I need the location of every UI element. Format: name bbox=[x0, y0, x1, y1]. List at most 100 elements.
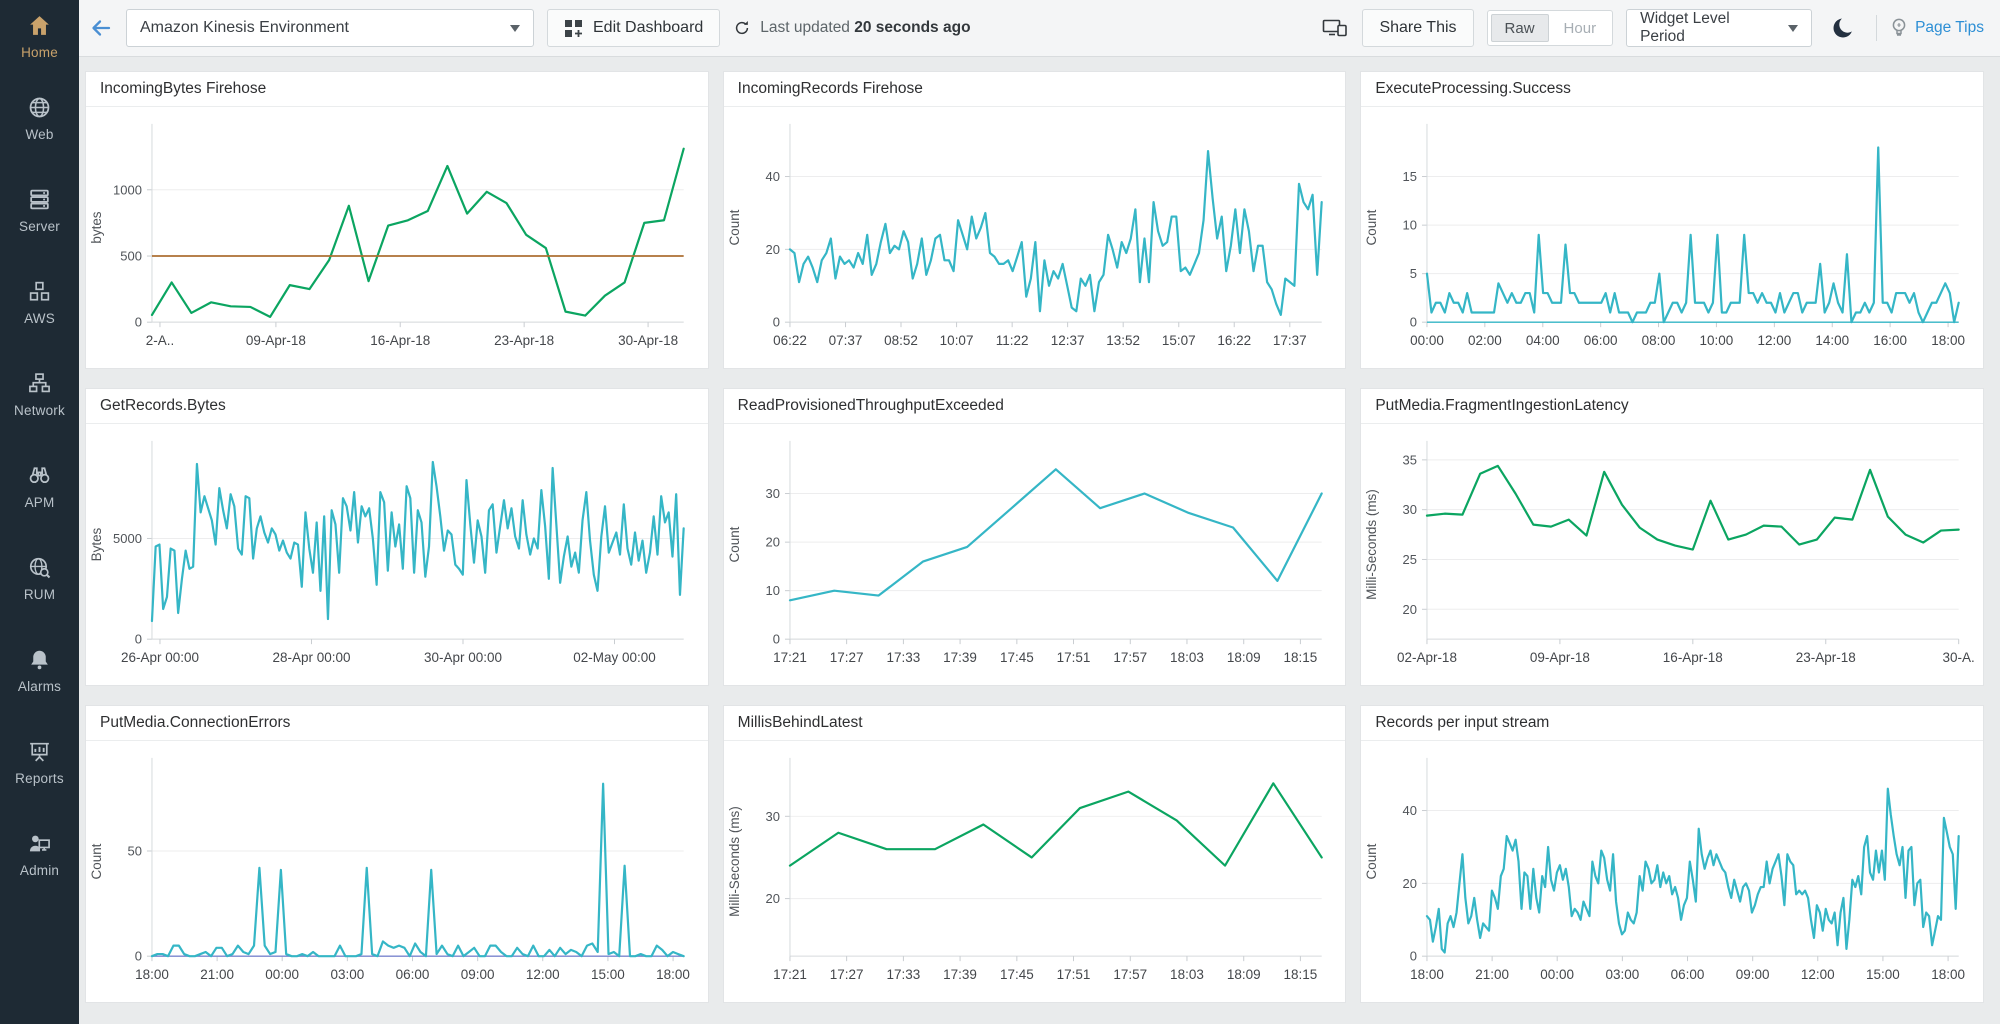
reports-icon bbox=[30, 742, 49, 761]
chart-card-header: GetRecords.Bytes bbox=[86, 389, 708, 424]
back-arrow-icon bbox=[92, 20, 111, 36]
svg-text:15:00: 15:00 bbox=[1866, 967, 1900, 982]
svg-text:17:51: 17:51 bbox=[1056, 967, 1090, 982]
chart-title: IncomingRecords Firehose bbox=[737, 80, 923, 97]
page-tips-button[interactable]: Page Tips bbox=[1890, 17, 1984, 39]
chart-card: Records per input stream 0 20 40 18:00 21:00 0… bbox=[1360, 705, 1984, 1003]
chart-title: Records per input stream bbox=[1375, 714, 1550, 731]
chart-card: GetRecords.Bytes 0 5000 26-Apr 00:00 28-Apr … bbox=[85, 388, 709, 686]
chart-title: MillisBehindLatest bbox=[737, 714, 863, 731]
sidebar-item-aws[interactable]: AWS bbox=[0, 256, 79, 348]
edit-dashboard-button[interactable]: Edit Dashboard bbox=[547, 9, 721, 47]
sidebar-item-admin[interactable]: Admin bbox=[0, 808, 79, 900]
sidebar-item-label: RUM bbox=[23, 586, 56, 602]
svg-text:20: 20 bbox=[765, 535, 779, 550]
widget-period-selector[interactable]: Widget Level Period bbox=[1626, 9, 1813, 47]
svg-text:00:00: 00:00 bbox=[1541, 967, 1575, 982]
svg-text:30-A.: 30-A. bbox=[1943, 650, 1975, 665]
svg-text:11:22: 11:22 bbox=[995, 333, 1028, 348]
svg-text:30-Apr 00:00: 30-Apr 00:00 bbox=[424, 650, 502, 665]
sidebar-item-label: Network bbox=[14, 402, 65, 418]
chart-plot[interactable]: 0 50 18:00 21:00 00:00 03:00 06:00 09:00 12:00 15… bbox=[86, 741, 708, 1002]
svg-text:Count: Count bbox=[727, 209, 742, 245]
dashboard-selector[interactable]: Amazon Kinesis Environment bbox=[126, 9, 534, 47]
sidebar-item-reports[interactable]: Reports bbox=[0, 716, 79, 808]
chart-plot[interactable]: 0 5 10 15 00:00 02:00 04:00 06:00 08:00 10:00 12:0… bbox=[1361, 107, 1983, 368]
svg-text:10: 10 bbox=[1403, 218, 1417, 233]
svg-text:00:00: 00:00 bbox=[265, 967, 299, 982]
svg-text:18:00: 18:00 bbox=[1932, 967, 1966, 982]
display-devices-button[interactable] bbox=[1321, 16, 1349, 40]
svg-text:30: 30 bbox=[765, 809, 779, 824]
svg-text:18:03: 18:03 bbox=[1170, 967, 1204, 982]
svg-text:26-Apr 00:00: 26-Apr 00:00 bbox=[121, 650, 199, 665]
share-this-button[interactable]: Share This bbox=[1362, 9, 1474, 47]
sidebar-item-server[interactable]: Server bbox=[0, 164, 79, 256]
sidebar-item-rum[interactable]: RUM bbox=[0, 532, 79, 624]
chart-plot[interactable]: 0 20 40 06:22 07:37 08:52 10:07 11:22 12:37 13:52… bbox=[724, 107, 1346, 368]
home-icon bbox=[30, 15, 49, 35]
svg-text:20: 20 bbox=[765, 242, 779, 257]
svg-text:21:00: 21:00 bbox=[1476, 967, 1510, 982]
web-icon bbox=[29, 97, 50, 117]
svg-text:40: 40 bbox=[765, 169, 779, 184]
svg-text:10:07: 10:07 bbox=[939, 333, 973, 348]
chart-plot[interactable]: 0 20 40 18:00 21:00 00:00 03:00 06:00 09:00 12:00… bbox=[1361, 741, 1983, 1002]
svg-text:17:33: 17:33 bbox=[886, 967, 920, 982]
svg-text:18:00: 18:00 bbox=[656, 967, 690, 982]
svg-text:18:09: 18:09 bbox=[1226, 650, 1260, 665]
svg-text:17:33: 17:33 bbox=[886, 650, 920, 665]
back-button[interactable] bbox=[89, 16, 113, 40]
svg-text:03:00: 03:00 bbox=[1606, 967, 1640, 982]
lightbulb-icon bbox=[1892, 18, 1906, 36]
svg-text:14:00: 14:00 bbox=[1816, 333, 1850, 348]
chart-card: ReadProvisionedThroughputExceeded 0 10 20 30… bbox=[722, 388, 1347, 686]
sidebar-item-alarms[interactable]: Alarms bbox=[0, 624, 79, 716]
svg-text:0: 0 bbox=[135, 315, 142, 330]
chart-card-header: PutMedia.FragmentIngestionLatency bbox=[1361, 389, 1983, 424]
chart-title: IncomingBytes Firehose bbox=[100, 80, 267, 97]
svg-text:35: 35 bbox=[1403, 452, 1417, 467]
dark-mode-button[interactable] bbox=[1831, 15, 1857, 41]
chart-plot[interactable]: 0 500 1000 2-A.. 09-Apr-18 16-Apr-18 23-Apr-18… bbox=[86, 107, 708, 368]
svg-text:06:00: 06:00 bbox=[1671, 967, 1705, 982]
svg-text:18:00: 18:00 bbox=[135, 967, 169, 982]
svg-text:16:22: 16:22 bbox=[1217, 333, 1251, 348]
svg-text:30: 30 bbox=[1403, 502, 1417, 517]
svg-text:12:00: 12:00 bbox=[1801, 967, 1835, 982]
svg-text:Milli-Seconds (ms): Milli-Seconds (ms) bbox=[1364, 489, 1379, 600]
svg-text:09:00: 09:00 bbox=[1736, 967, 1770, 982]
svg-text:23-Apr-18: 23-Apr-18 bbox=[1796, 650, 1856, 665]
granularity-option-raw[interactable]: Raw bbox=[1490, 14, 1549, 42]
svg-text:0: 0 bbox=[772, 632, 779, 647]
svg-text:09:00: 09:00 bbox=[461, 967, 495, 982]
refresh-icon[interactable] bbox=[733, 19, 751, 37]
svg-text:20: 20 bbox=[1403, 876, 1417, 891]
edit-grid-icon bbox=[565, 19, 582, 37]
chart-plot[interactable]: 20 25 30 35 02-Apr-18 09-Apr-18 16-Apr-18 23-Ap… bbox=[1361, 424, 1983, 685]
chart-title: PutMedia.ConnectionErrors bbox=[100, 714, 291, 731]
svg-text:15: 15 bbox=[1403, 169, 1417, 184]
sidebar-item-network[interactable]: Network bbox=[0, 348, 79, 440]
chart-plot[interactable]: 0 10 20 30 17:21 17:27 17:33 17:39 17:45 17:51 17:… bbox=[724, 424, 1346, 685]
network-icon bbox=[29, 372, 50, 392]
svg-text:06:00: 06:00 bbox=[1584, 333, 1618, 348]
chart-plot[interactable]: 0 5000 26-Apr 00:00 28-Apr 00:00 30-Apr 00:0… bbox=[86, 424, 708, 685]
edit-dashboard-label: Edit Dashboard bbox=[593, 19, 704, 36]
svg-text:12:00: 12:00 bbox=[1758, 333, 1792, 348]
sidebar-item-apm[interactable]: APM bbox=[0, 440, 79, 532]
widget-period-value: Widget Level Period bbox=[1640, 10, 1730, 45]
svg-text:20: 20 bbox=[1403, 602, 1417, 617]
chart-title: GetRecords.Bytes bbox=[100, 397, 226, 414]
svg-text:02-May 00:00: 02-May 00:00 bbox=[573, 650, 655, 665]
granularity-option-hour[interactable]: Hour bbox=[1563, 19, 1597, 37]
svg-text:0: 0 bbox=[135, 949, 142, 964]
svg-text:15:00: 15:00 bbox=[591, 967, 625, 982]
svg-text:40: 40 bbox=[1403, 803, 1417, 818]
chart-plot[interactable]: 20 30 17:21 17:27 17:33 17:39 17:45 17:51 17:57 1… bbox=[724, 741, 1346, 1002]
sidebar-item-home[interactable]: Home bbox=[0, 0, 79, 72]
chart-card-header: IncomingRecords Firehose bbox=[723, 72, 1346, 107]
apm-icon bbox=[29, 466, 50, 483]
sidebar-item-web[interactable]: Web bbox=[0, 72, 79, 164]
